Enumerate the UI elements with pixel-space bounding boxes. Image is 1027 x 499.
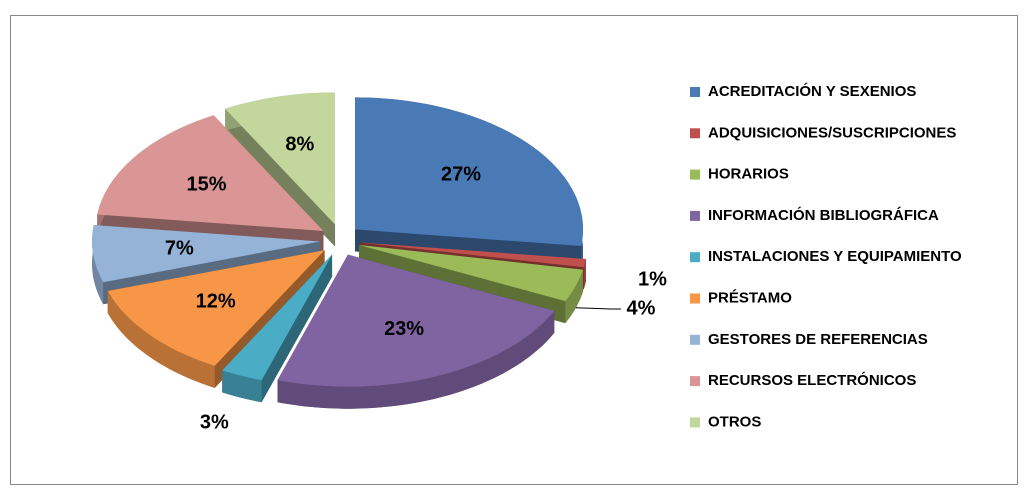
data-label: 23% [384, 318, 424, 340]
data-label: 3% [200, 411, 229, 433]
data-label: 1% [638, 269, 667, 291]
data-label: 12% [196, 291, 236, 313]
legend-label: GESTORES DE REFERENCIAS [708, 331, 928, 348]
legend-swatch [690, 417, 700, 428]
legend-label: HORARIOS [708, 166, 789, 183]
data-label: 7% [165, 237, 194, 259]
slice [355, 97, 583, 247]
legend-swatch [690, 210, 700, 221]
slice-side [565, 269, 583, 324]
slice [222, 254, 333, 381]
legend-label: PRÉSTAMO [708, 289, 792, 306]
data-label: 8% [285, 134, 314, 156]
slice-side [222, 370, 262, 403]
legend-label: OTROS [708, 413, 761, 430]
legend-swatch [690, 293, 700, 304]
slice [225, 92, 336, 225]
legend-label: INSTALACIONES Y EQUIPAMIENTO [708, 248, 962, 265]
leader-line [575, 307, 621, 310]
data-label: 15% [187, 173, 227, 195]
slice-side [107, 291, 215, 388]
legend-label: ACREDITACIÓN Y SEXENIOS [708, 82, 916, 100]
legend-label: ADQUISICIONES/SUSCRIPCIONES [708, 124, 956, 141]
slice [97, 115, 324, 232]
slice [277, 254, 555, 387]
legend-swatch [690, 376, 700, 387]
legend-label: RECURSOS ELECTRÓNICOS [708, 371, 916, 389]
legend-swatch [690, 334, 700, 345]
slice-side [277, 310, 555, 409]
pie [92, 92, 586, 409]
legend-swatch [690, 87, 700, 97]
legend-swatch [690, 169, 700, 180]
slice [92, 225, 321, 283]
data-label: 4% [626, 297, 655, 319]
legend-label: INFORMACIÓN BIBLIOGRÁFICA [708, 206, 939, 224]
slice-side [583, 259, 586, 290]
legend-swatch [690, 128, 700, 139]
slice [359, 244, 583, 302]
slice-side [92, 225, 104, 305]
slice-side [225, 108, 336, 247]
slice [107, 250, 325, 366]
slice [359, 242, 586, 268]
data-label: 27% [441, 164, 481, 186]
legend-swatch [690, 252, 700, 263]
